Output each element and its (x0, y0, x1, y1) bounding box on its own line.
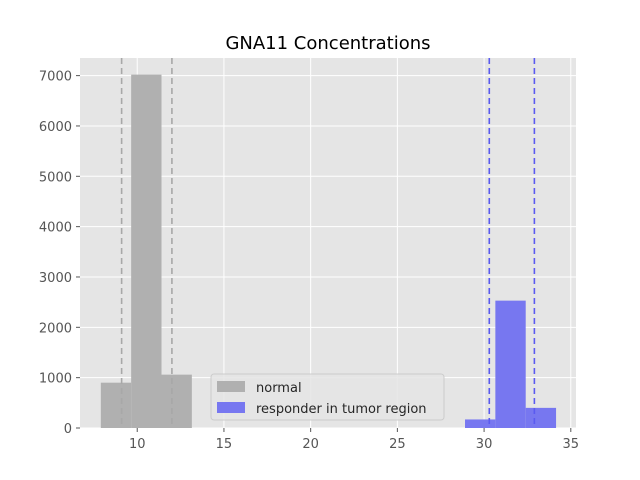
histogram-bar (100, 382, 132, 428)
x-tick-label: 30 (476, 437, 493, 452)
y-tick-label: 4000 (39, 221, 72, 236)
x-tick-label: 15 (216, 437, 233, 452)
y-tick-label: 6000 (39, 120, 72, 135)
reference-lines (120, 58, 536, 428)
histogram-bar (525, 407, 557, 428)
chart-title: GNA11 Concentrations (225, 33, 430, 54)
y-tick-label: 7000 (39, 70, 72, 85)
y-tick-label: 5000 (39, 170, 72, 185)
x-tick-label: 20 (302, 437, 319, 452)
histogram-bars (100, 74, 557, 428)
legend-swatch (217, 402, 245, 413)
x-tick-label: 10 (129, 437, 146, 452)
histogram-bar (131, 74, 162, 428)
plot-area (80, 58, 576, 428)
legend-label: responder in tumor region (256, 402, 427, 417)
legend-box (210, 373, 445, 421)
legend: normal responder in tumor region (210, 373, 445, 421)
y-tick-label: 3000 (39, 271, 72, 286)
legend-swatch (217, 381, 245, 392)
histogram-bar (161, 374, 192, 428)
y-tick-label: 2000 (39, 321, 72, 336)
x-tick-label: 35 (563, 437, 580, 452)
y-tick-label: 1000 (39, 372, 72, 387)
y-axis-ticks: 0 1000 2000 3000 4000 5000 6000 7000 (39, 70, 80, 437)
y-tick-label: 0 (64, 422, 72, 437)
legend-label: normal (256, 381, 302, 396)
x-tick-label: 25 (389, 437, 406, 452)
histogram-bar (465, 419, 496, 428)
x-axis-ticks: 10 15 20 25 30 35 (129, 428, 579, 452)
histogram-bar (495, 300, 526, 428)
